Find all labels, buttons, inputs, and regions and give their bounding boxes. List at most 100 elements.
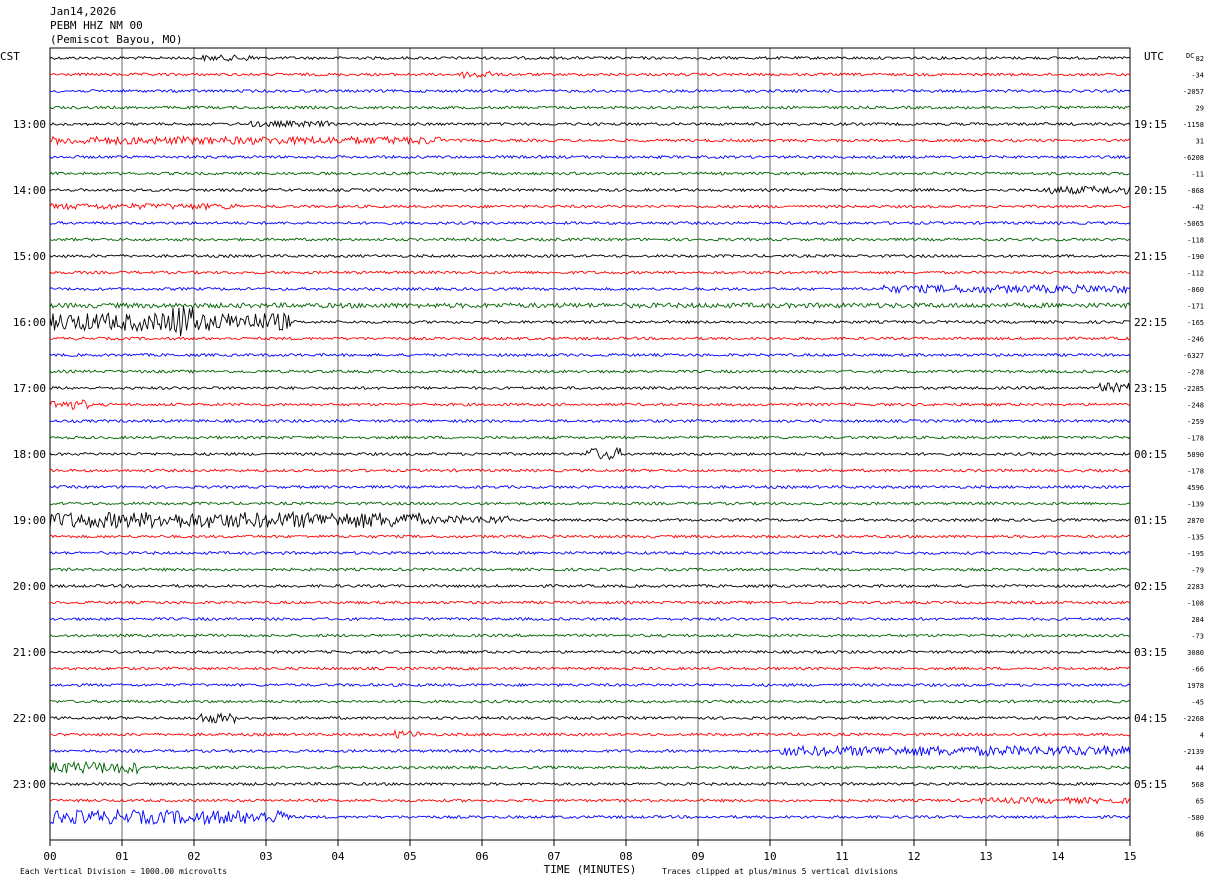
dc-offset-label: 568	[1191, 781, 1204, 789]
right-hour-label: 03:15	[1134, 646, 1167, 659]
right-timezone-label: UTC	[1144, 50, 1164, 63]
x-tick-label: 08	[619, 850, 632, 863]
right-hour-label: 23:15	[1134, 382, 1167, 395]
dc-offset-label: -248	[1187, 402, 1204, 410]
x-tick-label: 13	[979, 850, 992, 863]
dc-offset-label: -195	[1187, 550, 1204, 558]
dc-offset-label: -6208	[1183, 154, 1204, 162]
left-hour-label: 23:00	[13, 778, 46, 791]
plot-frame	[49, 47, 1131, 841]
trace-line-2	[49, 88, 1131, 94]
right-hour-label: 22:15	[1134, 316, 1167, 329]
dc-offset-label: -42	[1191, 204, 1204, 212]
dc-header-label: DC	[1186, 52, 1194, 60]
dc-offset-label: 29	[1196, 105, 1204, 113]
trace-line-8	[49, 185, 1131, 195]
x-tick-label: 05	[403, 850, 416, 863]
x-tick-label: 14	[1051, 850, 1065, 863]
scale-note: Each Vertical Division = 1000.00 microvo…	[20, 867, 227, 876]
trace-line-14	[49, 283, 1131, 295]
dc-offset-label: 5890	[1187, 451, 1204, 459]
trace-line-3	[49, 105, 1131, 110]
left-hour-label: 14:00	[13, 184, 46, 197]
trace-line-4	[49, 119, 1131, 129]
x-axis-ticks: 00 01 02 03 04 05 06 07 08 09 10 11 12 13 14 15	[43, 840, 1137, 863]
trace-line-46	[49, 808, 1131, 826]
dc-offset-label: -73	[1191, 633, 1204, 641]
dc-offset-label: -79	[1191, 567, 1204, 575]
trace-line-18	[49, 352, 1131, 358]
x-tick-label: 00	[43, 850, 56, 863]
left-hour-label: 15:00	[13, 250, 46, 263]
trace-line-31	[49, 567, 1131, 572]
dc-offset-label: -6327	[1183, 352, 1204, 360]
x-tick-label: 04	[331, 850, 345, 863]
left-hour-label: 19:00	[13, 514, 46, 527]
trace-line-27	[49, 501, 1131, 506]
dc-offset-label: -190	[1187, 253, 1204, 261]
trace-line-13	[49, 270, 1131, 275]
trace-line-15	[49, 301, 1131, 310]
trace-line-39	[49, 699, 1131, 704]
header-date: Jan14,2026	[50, 5, 117, 18]
trace-line-28	[49, 510, 1131, 530]
trace-line-37	[49, 666, 1131, 671]
dc-offset-label: -580	[1187, 814, 1204, 822]
vertical-gridlines	[121, 48, 1059, 840]
dc-offset-label: 2870	[1187, 517, 1204, 525]
dc-offset-label: -45	[1191, 699, 1204, 707]
dc-offset-label: -178	[1187, 468, 1204, 476]
trace-line-26	[49, 484, 1131, 490]
trace-line-32	[49, 583, 1131, 589]
left-hour-label: 18:00	[13, 448, 46, 461]
dc-offset-label: 1978	[1187, 682, 1204, 690]
trace-line-44	[49, 781, 1131, 787]
trace-line-35	[49, 633, 1131, 638]
left-hour-label: 20:00	[13, 580, 46, 593]
dc-offset-label: -11	[1191, 171, 1204, 179]
dc-offset-labels: 82 -34 -2057 29 -1158 31 -6208 -11 -868 -42 -5065 -…	[1183, 55, 1204, 839]
dc-offset-label: -2057	[1183, 88, 1204, 96]
trace-line-33	[49, 600, 1131, 605]
dc-offset-label: 31	[1196, 138, 1204, 146]
dc-offset-label: -5065	[1183, 220, 1204, 228]
seismic-traces	[49, 54, 1131, 826]
x-tick-label: 06	[475, 850, 488, 863]
right-hour-label: 19:15	[1134, 118, 1167, 131]
trace-line-0	[49, 54, 1131, 63]
trace-line-30	[49, 550, 1131, 556]
trace-line-43	[49, 760, 1131, 776]
left-hour-label: 16:00	[13, 316, 46, 329]
left-hour-label: 13:00	[13, 118, 46, 131]
x-tick-label: 11	[835, 850, 848, 863]
trace-line-19	[49, 369, 1131, 374]
dc-offset-label: -2285	[1183, 385, 1204, 393]
dc-offset-label: -868	[1187, 187, 1204, 195]
x-tick-label: 03	[259, 850, 272, 863]
dc-offset-label: 3080	[1187, 649, 1204, 657]
dc-offset-label: -2139	[1183, 748, 1204, 756]
trace-line-41	[49, 729, 1131, 739]
dc-offset-label: -135	[1187, 534, 1204, 542]
trace-line-42	[49, 744, 1131, 758]
right-hour-label: 02:15	[1134, 580, 1167, 593]
trace-line-12	[49, 253, 1131, 259]
x-tick-label: 07	[547, 850, 560, 863]
trace-line-10	[49, 220, 1131, 226]
dc-offset-label: -246	[1187, 336, 1204, 344]
dc-offset-label: -139	[1187, 501, 1204, 509]
trace-line-23	[49, 435, 1131, 440]
right-hour-label: 21:15	[1134, 250, 1167, 263]
trace-line-9	[49, 202, 1131, 211]
x-tick-label: 09	[691, 850, 704, 863]
dc-offset-label: 65	[1196, 798, 1204, 806]
dc-offset-label: -118	[1187, 237, 1204, 245]
trace-line-40	[49, 712, 1131, 725]
trace-line-22	[49, 418, 1131, 424]
trace-line-20	[49, 381, 1131, 394]
trace-line-24	[49, 446, 1131, 461]
dc-offset-label: -178	[1187, 435, 1204, 443]
dc-offset-label: -860	[1187, 286, 1204, 294]
left-hour-labels: 13:00 14:00 15:00 16:00 17:00 18:00 19:00 20:00…	[13, 118, 46, 791]
trace-line-25	[49, 468, 1131, 473]
